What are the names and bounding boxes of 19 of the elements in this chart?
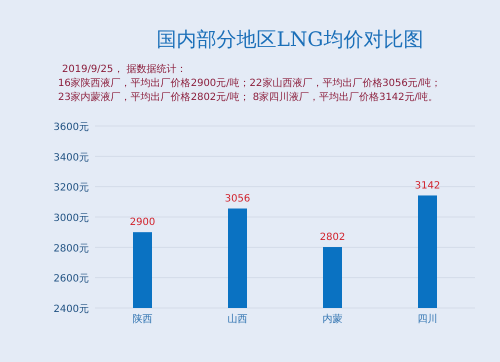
y-tick-label: 3400元 (54, 152, 89, 164)
data-label: 3142 (414, 180, 440, 192)
text: 23家内蒙液厂，平均出厂价格2802元/吨； 8家四川液厂，平均出厂价格3142元/吨。 (58, 91, 438, 103)
y-tick-label: 2600元 (54, 274, 89, 285)
x-tick-label: 内蒙 (322, 313, 342, 325)
y-tick-label: 3600元 (54, 122, 89, 133)
text: 2019/9/25， 据数据统计： (62, 63, 186, 75)
text: 16家陕西液厂，平均出厂价格2900元/吨；22家山西液厂，平均出厂价格3056元/吨； (58, 77, 442, 89)
x-tick-label: 山西 (228, 313, 248, 325)
y-tick-label: 3000元 (54, 213, 89, 224)
y-tick-label: 3200元 (54, 182, 89, 194)
y-tick-label: 2800元 (54, 243, 89, 254)
data-label: 2802 (320, 232, 346, 244)
data-label: 2900 (130, 217, 156, 228)
data-label: 3056 (224, 194, 250, 205)
y-tick-label: 2400元 (54, 304, 89, 315)
chart-title: 国内部分地区LNG均价对比图 (156, 27, 424, 51)
x-tick-label: 四川 (418, 313, 438, 325)
x-tick-label: 陕西 (132, 313, 152, 325)
